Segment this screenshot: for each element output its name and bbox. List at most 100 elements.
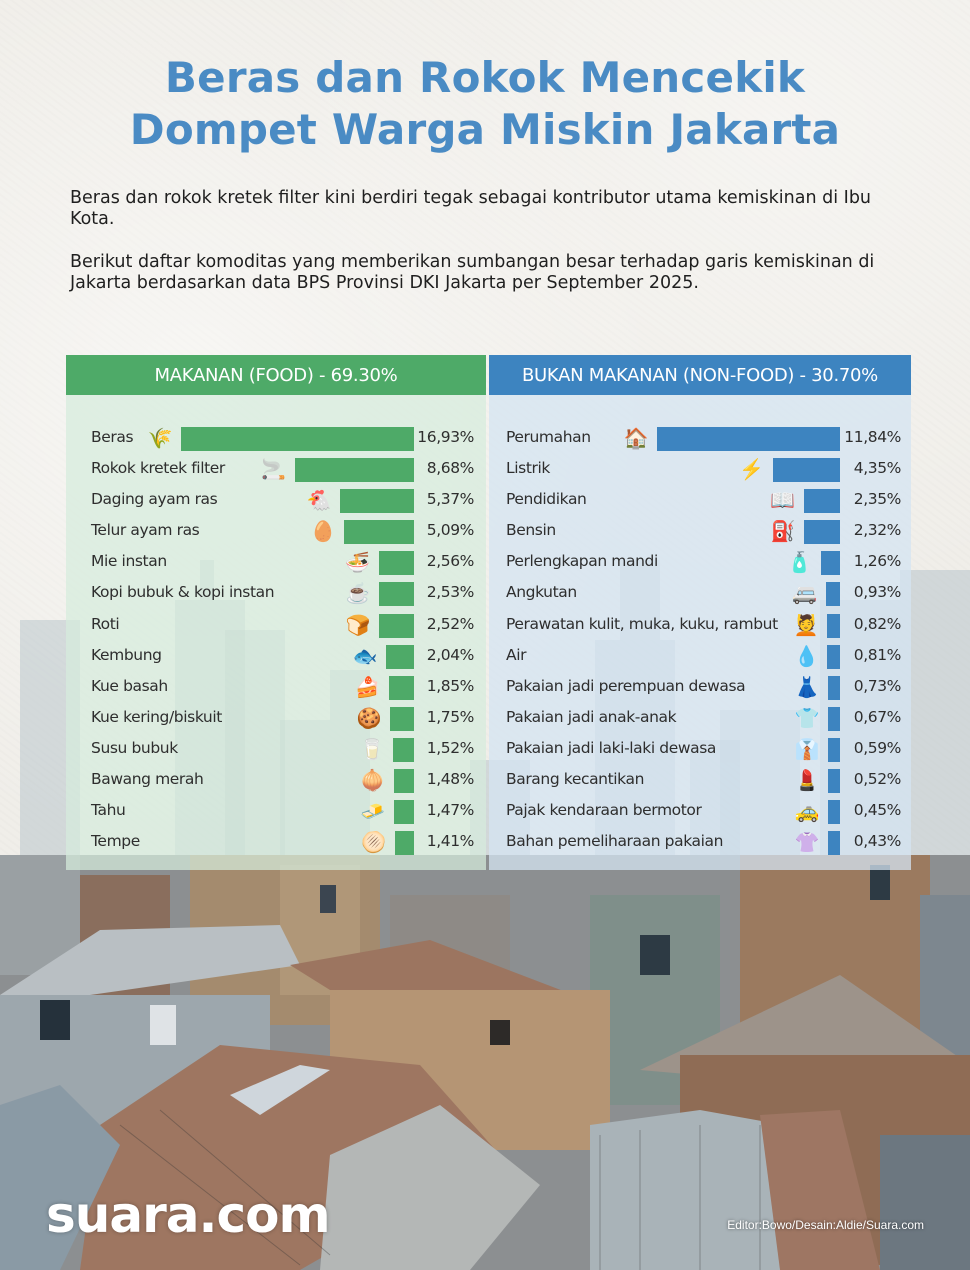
food-item-value: 1,48% — [426, 770, 475, 789]
food-item-label: Kembung — [91, 645, 162, 664]
nonfood-item-label: Angkutan — [506, 583, 577, 602]
food-bar — [385, 644, 414, 669]
nonfood-item-value: 0,59% — [853, 738, 902, 757]
food-bar-row: Telur ayam ras 🥚 5,09% — [66, 518, 486, 549]
food-bar — [340, 489, 414, 514]
food-bar — [393, 737, 414, 762]
noodle-bowl-icon: 🍜 — [345, 552, 371, 575]
nonfood-item-value: 2,35% — [853, 490, 902, 509]
nonfood-bar-row: Pakaian jadi perempuan dewasa 👗 0,73% — [489, 674, 911, 705]
shirt-icon: 👔 — [794, 738, 820, 761]
cigarette-icon: 🚬 — [261, 459, 286, 482]
food-item-value: 5,37% — [426, 490, 475, 509]
food-item-label: Susu bubuk — [91, 738, 178, 757]
food-bar-row: Kue kering/biskuit 🍪 1,75% — [66, 705, 486, 736]
nonfood-bar-row: Pajak kendaraan bermotor 🚕 0,45% — [489, 798, 911, 829]
beauty-care-icon: 💆 — [793, 614, 819, 637]
nonfood-item-label: Listrik — [506, 459, 550, 478]
food-bar-row: Tempe 🫓 1,41% — [66, 829, 486, 860]
nonfood-bar-row: Listrik ⚡ 4,35% — [489, 456, 911, 487]
food-item-value: 2,53% — [426, 583, 475, 602]
nonfood-item-value: 1,26% — [853, 552, 902, 571]
nonfood-item-label: Bahan pemeliharaan pakaian — [506, 832, 724, 851]
food-item-label: Kue kering/biskuit — [91, 707, 222, 726]
page-title: Beras dan Rokok Mencekik Dompet Warga Mi… — [0, 52, 970, 156]
nonfood-item-label: Perawatan kulit, muka, kuku, rambut — [506, 614, 778, 633]
food-chart-panel: MAKANAN (FOOD) - 69.30% Beras 🌾 16,93% Roko… — [66, 355, 486, 870]
intro-text: Beras dan rokok kretek filter kini berdi… — [70, 188, 900, 316]
nonfood-bar — [772, 458, 840, 483]
intro-paragraph-2: Berikut daftar komoditas yang memberikan… — [70, 252, 875, 293]
nonfood-bar — [827, 644, 840, 669]
food-bar-row: Rokok kretek filter 🚬 8,68% — [66, 456, 486, 487]
nonfood-bar-row: Barang kecantikan 💄 0,52% — [489, 767, 911, 798]
taxi-tax-icon: 🚕 — [794, 801, 820, 824]
food-item-value: 1,85% — [426, 676, 475, 695]
cookie-icon: 🍪 — [356, 707, 382, 730]
nonfood-item-label: Air — [506, 645, 527, 664]
food-item-label: Tempe — [91, 832, 140, 851]
nonfood-item-value: 0,45% — [853, 801, 902, 820]
food-item-label: Kopi bubuk & kopi instan — [91, 583, 275, 602]
nonfood-bar-row: Perumahan 🏠 11,84% — [489, 425, 911, 456]
intro-paragraph-1: Beras dan rokok kretek filter kini berdi… — [70, 188, 872, 229]
food-item-value: 8,68% — [426, 459, 475, 478]
nonfood-bar — [828, 675, 840, 700]
nonfood-bar-row: Angkutan 🚐 0,93% — [489, 580, 911, 611]
nonfood-bar — [803, 489, 840, 514]
bus-icon: 🚐 — [792, 583, 818, 606]
nonfood-bar-row: Pakaian jadi laki-laki dewasa 👔 0,59% — [489, 736, 911, 767]
nonfood-item-label: Barang kecantikan — [506, 770, 645, 789]
food-bar — [379, 613, 414, 638]
nonfood-item-value: 2,32% — [853, 521, 902, 540]
food-bar — [379, 582, 414, 607]
food-item-label: Rokok kretek filter — [91, 459, 225, 478]
food-bar — [378, 551, 414, 576]
food-bar — [181, 427, 414, 451]
nonfood-bar — [828, 769, 840, 794]
food-item-label: Daging ayam ras — [91, 490, 218, 509]
food-item-value: 2,56% — [426, 552, 475, 571]
nonfood-bar-row: Pakaian jadi anak-anak 👕 0,67% — [489, 705, 911, 736]
nonfood-item-value: 11,84% — [844, 428, 901, 446]
food-bar — [393, 769, 414, 794]
nonfood-chart-header: BUKAN MAKANAN (NON-FOOD) - 30.70% — [489, 355, 911, 395]
nonfood-item-label: Pendidikan — [506, 490, 587, 509]
food-bar-row: Mie instan 🍜 2,56% — [66, 549, 486, 580]
food-item-value: 2,04% — [426, 645, 475, 664]
nonfood-bar — [828, 800, 840, 825]
nonfood-bar-row: Perlengkapan mandi 🧴 1,26% — [489, 549, 911, 580]
food-bar — [388, 675, 414, 700]
nonfood-rows: Perumahan 🏠 11,84% Listrik ⚡ 4,35% Pendidikan 📖… — [489, 425, 911, 860]
food-item-value: 1,47% — [426, 801, 475, 820]
nonfood-bar-row: Air 💧 0,81% — [489, 643, 911, 674]
nonfood-bar-row: Bensin ⛽ 2,32% — [489, 518, 911, 549]
nonfood-item-label: Perumahan — [506, 428, 591, 446]
rice-sack-icon: 🌾 — [147, 428, 173, 450]
fuel-pump-icon: ⛽ — [770, 521, 796, 544]
laundry-shirt-icon: 👚 — [794, 832, 820, 855]
food-item-value: 2,52% — [426, 614, 475, 633]
lightning-icon: ⚡ — [739, 459, 765, 482]
food-bar-row: Kopi bubuk & kopi instan ☕ 2,53% — [66, 580, 486, 611]
nonfood-item-value: 0,43% — [853, 832, 902, 851]
milk-powder-icon: 🥛 — [359, 738, 385, 761]
nonfood-item-value: 0,93% — [853, 583, 902, 602]
food-item-label: Beras — [91, 428, 134, 446]
cake-icon: 🍰 — [355, 676, 380, 699]
kids-clothes-icon: 👕 — [794, 707, 820, 730]
nonfood-item-label: Pakaian jadi laki-laki dewasa — [506, 738, 717, 757]
food-bar-row: Daging ayam ras 🐔 5,37% — [66, 487, 486, 518]
nonfood-bar — [657, 427, 840, 451]
coffee-cup-icon: ☕ — [345, 583, 371, 606]
food-item-label: Mie instan — [91, 552, 167, 571]
suara-logo: suara.com — [46, 1186, 331, 1244]
food-item-value: 16,93% — [417, 428, 474, 446]
food-bar-row: Kembung 🐟 2,04% — [66, 643, 486, 674]
dress-icon: 👗 — [794, 676, 820, 699]
food-bar — [343, 520, 414, 545]
nonfood-item-value: 0,73% — [853, 676, 902, 695]
food-item-value: 1,75% — [426, 707, 475, 726]
food-item-value: 1,41% — [426, 832, 475, 851]
food-bar-row: Tahu 🧈 1,47% — [66, 798, 486, 829]
